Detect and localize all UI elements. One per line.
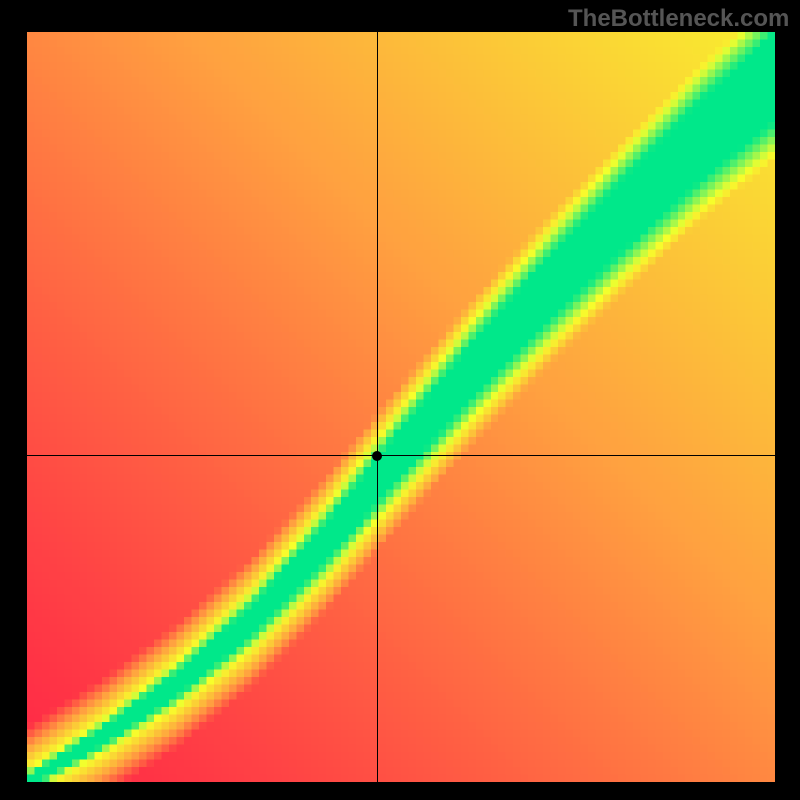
chart-container: TheBottleneck.com xyxy=(0,0,800,800)
watermark-text: TheBottleneck.com xyxy=(568,5,789,33)
bottleneck-heatmap xyxy=(27,32,775,782)
